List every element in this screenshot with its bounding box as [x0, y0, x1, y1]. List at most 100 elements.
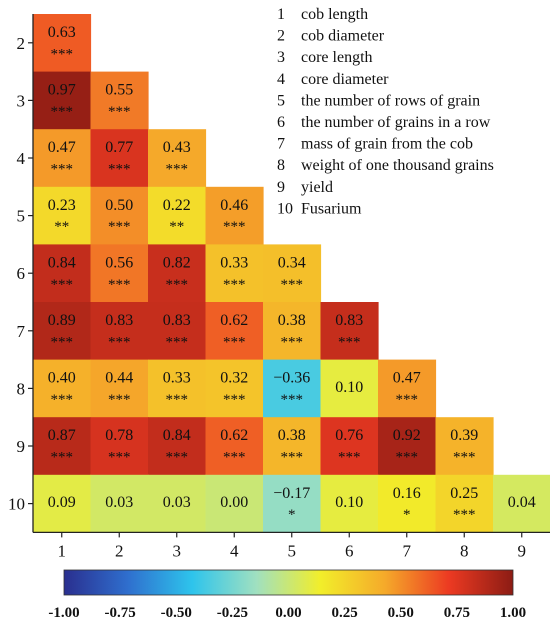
- cell-value-label: 0.04: [508, 494, 536, 511]
- cell-value-label: 0.43: [163, 139, 191, 156]
- heatmap-cell-r9-c6: [320, 417, 379, 476]
- legend-number: 3: [277, 49, 285, 66]
- cell-value-label: 0.40: [48, 370, 76, 387]
- heatmap-cell-r5-c1: [33, 186, 92, 245]
- colorbar: -1.00 -0.75 -0.50 -0.25 0.00 0.25 0.50 0.75 1.00: [48, 569, 526, 621]
- cell-significance-label: ***: [338, 334, 361, 350]
- cell-value-label: 0.03: [163, 494, 191, 511]
- heatmap-cell-r9-c5: [263, 417, 322, 476]
- legend-label: cob diameter: [301, 28, 385, 45]
- cell-significance-label: ***: [453, 507, 476, 523]
- heatmap-cell-r5-c2: [90, 186, 149, 245]
- y-tick-label: 7: [17, 322, 26, 341]
- legend-label: core diameter: [301, 71, 389, 88]
- cell-significance-label: *: [403, 507, 411, 523]
- cell-significance-label: ***: [108, 104, 131, 120]
- cell-value-label: 0.83: [335, 312, 363, 329]
- heatmap-cell-r4-c2: [90, 129, 149, 188]
- cell-significance-label: ***: [166, 392, 189, 408]
- cell-significance-label: ***: [453, 450, 476, 466]
- cell-significance-label: ***: [223, 450, 246, 466]
- cell-significance-label: ***: [281, 334, 304, 350]
- y-tick-label: 5: [17, 207, 26, 226]
- cell-value-label: 0.83: [163, 312, 191, 329]
- cell-significance-label: ***: [281, 450, 304, 466]
- x-tick-label: 5: [288, 541, 297, 560]
- cell-value-label: 0.92: [393, 427, 421, 444]
- cell-significance-label: ***: [51, 450, 74, 466]
- heatmap-cell-r7-c5: [263, 302, 322, 361]
- cell-significance-label: ***: [223, 277, 246, 293]
- cell-significance-label: ***: [51, 277, 74, 293]
- legend-label: mass of grain from the cob: [301, 136, 473, 153]
- cell-value-label: 0.63: [48, 24, 76, 41]
- cell-significance-label: ***: [166, 162, 189, 178]
- colorbar-tick-label: 0.00: [275, 605, 301, 621]
- heatmap-cell-r4-c1: [33, 129, 92, 188]
- cell-significance-label: ***: [108, 392, 131, 408]
- cell-significance-label: ***: [108, 450, 131, 466]
- heatmap-cell-r8-c3: [148, 359, 207, 418]
- heatmap-cell-r7-c1: [33, 302, 92, 361]
- cell-value-label: 0.25: [450, 485, 478, 502]
- heatmap-cell-r6-c5: [263, 244, 322, 303]
- colorbar-tick-label: 0.50: [388, 605, 414, 621]
- heatmap-cell-r10-c2: [90, 474, 149, 533]
- heatmap-cell-r8-c2: [90, 359, 149, 418]
- colorbar-tick-label: 1.00: [500, 605, 526, 621]
- cell-value-label: 0.77: [105, 139, 133, 156]
- legend-number: 7: [277, 136, 285, 153]
- cell-value-label: 0.33: [163, 370, 191, 387]
- cell-value-label: 0.44: [105, 370, 133, 387]
- legend-number: 1: [277, 6, 285, 23]
- heatmap-cell-r9-c1: [33, 417, 92, 476]
- x-tick-label: 8: [460, 541, 469, 560]
- heatmap-cell-r8-c1: [33, 359, 92, 418]
- cell-significance-label: ***: [108, 277, 131, 293]
- cell-value-label: 0.33: [220, 254, 248, 271]
- cell-significance-label: ***: [281, 392, 304, 408]
- heatmap-cell-r10-c4: [205, 474, 264, 533]
- heatmap-cell-r10-c8: [435, 474, 494, 533]
- legend-label: Fusarium: [301, 200, 362, 217]
- heatmap-cell-r10-c5: [263, 474, 322, 533]
- cell-significance-label: **: [54, 219, 69, 235]
- heatmap-cell-r10-c7: [378, 474, 437, 533]
- cell-value-label: 0.76: [335, 427, 363, 444]
- cell-significance-label: ***: [166, 277, 189, 293]
- cell-significance-label: ***: [51, 104, 74, 120]
- legend-number: 8: [277, 157, 285, 174]
- colorbar-tick-label: -0.75: [105, 605, 136, 621]
- x-tick-label: 9: [518, 541, 527, 560]
- cell-significance-label: ***: [108, 334, 131, 350]
- colorbar-tick-label: -0.50: [161, 605, 192, 621]
- cell-significance-label: ***: [51, 162, 74, 178]
- legend-number: 5: [277, 92, 285, 109]
- heatmap-cell-r7-c2: [90, 302, 149, 361]
- legend-number: 9: [277, 179, 285, 196]
- cell-value-label: 0.46: [220, 197, 248, 214]
- cell-value-label: 0.38: [278, 312, 306, 329]
- cell-value-label: 0.09: [48, 494, 76, 511]
- heatmap-axes: 2 3 4 5 6 7 8 9 10 1 2 3 4 5 6 7 8 9: [8, 14, 550, 560]
- legend-number: 10: [277, 200, 293, 217]
- heatmap-cell-r4-c3: [148, 129, 207, 188]
- heatmap-cells: 0.63***0.97***0.55***0.47***0.77***0.43*…: [33, 14, 550, 533]
- cell-value-label: 0.16: [393, 485, 421, 502]
- cell-value-label: 0.62: [220, 427, 248, 444]
- heatmap-cell-r2-c1: [33, 14, 92, 73]
- heatmap-cell-r10-c1: [33, 474, 92, 533]
- heatmap-cell-r3-c1: [33, 71, 92, 130]
- colorbar-tick-label: 0.75: [444, 605, 470, 621]
- cell-value-label: 0.89: [48, 312, 76, 329]
- cell-value-label: 0.00: [220, 494, 248, 511]
- cell-value-label: 0.32: [220, 370, 248, 387]
- cell-significance-label: ***: [223, 392, 246, 408]
- heatmap-cell-r9-c2: [90, 417, 149, 476]
- cell-significance-label: ***: [51, 46, 74, 62]
- cell-value-label: 0.22: [163, 197, 191, 214]
- cell-value-label: 0.50: [105, 197, 133, 214]
- heatmap-cell-r7-c4: [205, 302, 264, 361]
- heatmap-cell-r6-c3: [148, 244, 207, 303]
